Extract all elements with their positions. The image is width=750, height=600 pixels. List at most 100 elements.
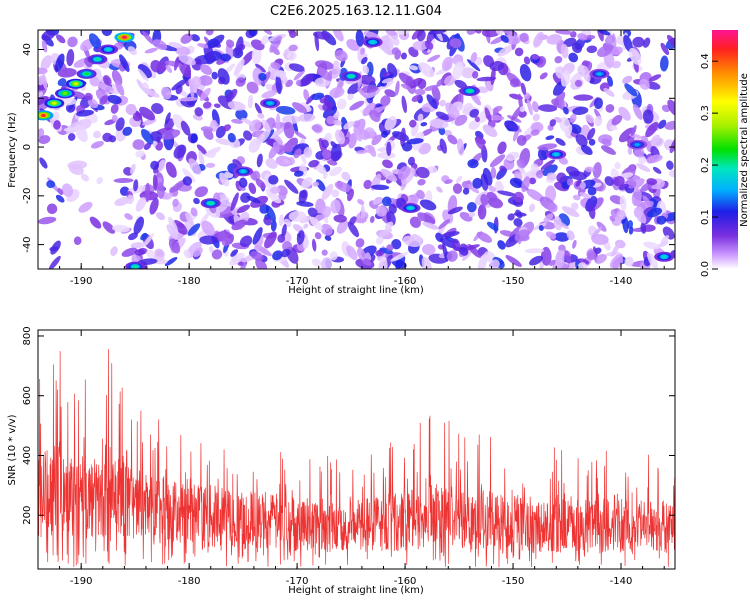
heatmap-cell — [574, 79, 583, 87]
heatmap-cell — [377, 151, 396, 159]
heatmap-cell — [197, 43, 210, 49]
heatmap-cell — [80, 173, 89, 182]
heatmap-cell — [231, 219, 247, 231]
heatmap-cell — [470, 92, 482, 106]
heatmap-cell — [172, 198, 179, 207]
heatmap-cell — [133, 179, 139, 192]
heatmap-cell — [288, 210, 307, 222]
heatmap-cell — [422, 244, 436, 256]
heatmap-cell — [313, 31, 331, 40]
heatmap-cell — [668, 169, 675, 178]
heatmap-cell — [378, 35, 390, 50]
heatmap-cell — [322, 101, 334, 111]
heatmap-cell — [194, 186, 209, 198]
heatmap-cell — [417, 178, 426, 186]
heatmap-cell — [566, 178, 574, 186]
heatmap-cell — [533, 32, 544, 48]
heatmap-cell — [572, 106, 589, 115]
heatmap-cell — [87, 98, 99, 109]
heatmap-cell — [93, 130, 101, 139]
heatmap-cell — [605, 104, 615, 113]
heatmap-cell — [488, 185, 496, 192]
heatmap-cell — [364, 88, 381, 99]
heatmap-cell — [667, 99, 675, 117]
x-tick-label: -190 — [70, 576, 93, 587]
heatmap-cell — [199, 210, 211, 226]
x-tick-label: -180 — [178, 276, 201, 287]
heatmap-cell — [555, 137, 566, 146]
heatmap-cell — [230, 192, 239, 212]
heatmap-cell — [201, 220, 215, 237]
heatmap-cell — [246, 195, 261, 204]
heatmap-cell — [169, 179, 187, 193]
x-tick-label: -150 — [502, 576, 525, 587]
heatmap-cell — [332, 119, 343, 126]
heatmap-cell — [495, 30, 504, 36]
heatmap-cell — [231, 118, 243, 124]
heatmap-cell — [286, 51, 297, 61]
heatmap-cell — [573, 94, 594, 101]
heatmap-cell — [519, 106, 526, 113]
heatmap-cell — [200, 126, 214, 133]
heatmap-cell — [658, 240, 669, 248]
heatmap-cell — [417, 78, 427, 90]
heatmap-cell — [255, 63, 266, 73]
heatmap-hotspot — [267, 101, 273, 105]
heatmap-cell — [555, 30, 574, 35]
heatmap-cell — [347, 221, 360, 238]
x-tick-label: -190 — [70, 276, 93, 287]
heatmap-cell — [171, 78, 188, 91]
heatmap-hotspot — [634, 143, 640, 147]
heatmap-cell — [312, 181, 320, 187]
heatmap-cell — [436, 186, 443, 193]
heatmap-cell — [326, 115, 335, 125]
heatmap-cell — [261, 119, 271, 133]
heatmap-cell — [549, 259, 556, 267]
heatmap-cell — [235, 77, 246, 87]
heatmap-cell — [482, 124, 498, 138]
heatmap-cell — [102, 132, 113, 143]
heatmap-cell — [570, 202, 579, 211]
heatmap-cell — [426, 94, 438, 109]
heatmap-hotspot — [348, 74, 354, 78]
heatmap-cell — [67, 36, 78, 48]
heatmap-cell — [115, 80, 125, 96]
heatmap-cell — [362, 102, 376, 117]
x-tick-label: -140 — [610, 276, 633, 287]
heatmap-cell — [38, 216, 57, 225]
heatmap-cell — [645, 121, 659, 138]
heatmap-cell — [581, 65, 591, 83]
heatmap-cell — [137, 68, 149, 82]
heatmap-cell — [135, 150, 145, 158]
heatmap-cell — [270, 220, 277, 232]
heatmap-cell — [247, 94, 254, 109]
colorbar-tick-label: 0.2 — [700, 157, 711, 173]
heatmap-cell — [545, 231, 557, 240]
heatmap-cell — [538, 104, 558, 112]
heatmap-cell — [398, 72, 415, 87]
heatmap-cell — [603, 87, 615, 97]
heatmap-cell — [75, 124, 88, 143]
heatmap-cell — [315, 163, 327, 175]
heatmap-cell — [127, 185, 147, 194]
heatmap-cell — [168, 41, 183, 49]
heatmap-cell — [594, 115, 603, 127]
heatmap-cell — [238, 177, 248, 188]
heatmap-cell — [341, 171, 351, 181]
heatmap-cell — [618, 106, 631, 121]
heatmap-cell — [239, 235, 253, 248]
heatmap-cell — [217, 68, 230, 85]
heatmap-cell — [664, 120, 675, 130]
heatmap-cell — [205, 30, 214, 36]
heatmap-cell — [308, 159, 319, 168]
heatmap-cell — [549, 119, 557, 127]
heatmap-hotspot — [370, 40, 376, 44]
heatmap-cell — [193, 197, 200, 205]
heatmap-cell — [48, 255, 61, 269]
x-tick-label: -160 — [394, 276, 417, 287]
heatmap-cell — [628, 47, 642, 65]
heatmap-cell — [225, 88, 238, 103]
heatmap-cell — [333, 60, 340, 70]
heatmap-cell — [199, 235, 218, 245]
heatmap-cell — [371, 134, 382, 146]
